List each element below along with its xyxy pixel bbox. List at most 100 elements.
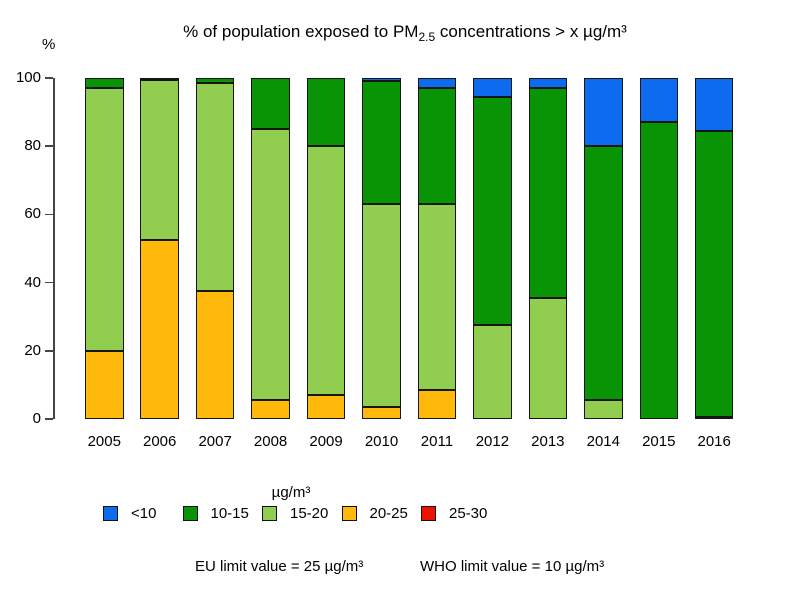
y-axis-tick-label: 80	[24, 137, 41, 155]
bar-segment-2011-15-20	[417, 204, 457, 391]
bar-segment-2006-15-20	[140, 79, 179, 240]
bar-segment-2013-<10	[528, 78, 568, 89]
stacked-bar-2010	[362, 78, 401, 419]
bar-segment-2009-15-20	[306, 146, 346, 396]
bar-segment-2015-10-15	[639, 122, 678, 419]
y-axis-line	[53, 78, 55, 419]
x-axis-label-2011: 2011	[420, 433, 454, 450]
y-axis-tick-label: 100	[15, 69, 41, 86]
x-axis-label-2012: 2012	[475, 433, 510, 450]
y-axis-tick-label: 40	[24, 273, 41, 291]
bar-segment-2013-15-20	[528, 297, 568, 419]
y-axis-tick-label: 20	[24, 341, 41, 359]
plot-area: 0 20 40 60 80 100 2005 2006 2007 2008 2009 2010 2011…	[16, 70, 755, 450]
bar-segment-2015-<10	[639, 78, 678, 123]
bar-segment-2005-20-25	[85, 350, 124, 419]
legend-label: 10-15	[210, 505, 249, 522]
stacked-bar-2012	[473, 78, 512, 419]
stacked-bar-2015	[639, 78, 678, 419]
bar-segment-2008-15-20	[251, 129, 290, 401]
chart-title-suffix: concentrations > x µg/m³	[435, 22, 627, 41]
who-limit-note: WHO limit value = 10 µg/m³	[420, 558, 605, 575]
legend-item-15-20: 15-20	[262, 505, 328, 522]
stacked-bar-2014	[584, 78, 623, 419]
x-axis-label-2006: 2006	[143, 433, 177, 450]
legend: <10 10-15 15-20 20-25 25-30	[0, 505, 800, 525]
bar-segment-2016-10-15	[694, 130, 734, 418]
bar-segment-2009-20-25	[306, 395, 346, 419]
bar-segment-2012-<10	[473, 78, 512, 97]
eu-limit-note: EU limit value = 25 µg/m³	[195, 558, 364, 575]
bar-segment-2011-<10	[417, 78, 457, 89]
bar-segment-2016-15-20	[694, 417, 734, 419]
bar-segment-2010-15-20	[362, 204, 401, 408]
x-axis-label-2009: 2009	[309, 433, 343, 450]
bar-segment-2016-<10	[694, 78, 734, 131]
stacked-bar-2009	[306, 78, 346, 419]
bar-segment-2014-10-15	[584, 146, 623, 401]
legend-swatch-icon	[421, 506, 436, 521]
legend-item-20-25: 20-25	[341, 505, 408, 522]
chart-title-subscript: 2.5	[418, 30, 436, 44]
bar-segment-2010-<10	[362, 78, 401, 82]
bar-segment-2013-10-15	[528, 88, 568, 298]
legend-swatch-icon	[103, 506, 118, 521]
stacked-bar-2008	[251, 78, 290, 419]
legend-label: 15-20	[290, 505, 329, 522]
x-axis-label-2014: 2014	[586, 433, 620, 450]
legend-label: 20-25	[369, 505, 408, 522]
bar-segment-2012-15-20	[473, 325, 512, 419]
x-axis-label-2010: 2010	[364, 433, 399, 450]
x-axis-label-2007: 2007	[198, 433, 232, 450]
bar-segment-2007-15-20	[195, 83, 235, 292]
y-axis-tick	[45, 281, 53, 284]
legend-swatch-icon	[262, 506, 277, 521]
x-axis-label-2005: 2005	[87, 433, 121, 450]
stacked-bar-2016	[694, 78, 734, 419]
bar-segment-2014-15-20	[584, 400, 623, 419]
bar-segment-2006-10-15	[140, 77, 179, 80]
legend-item-<10: <10	[103, 505, 156, 522]
x-axis-label-2013: 2013	[531, 433, 565, 450]
y-axis-tick-label: 60	[24, 205, 41, 223]
stacked-bar-2013	[528, 78, 568, 419]
legend-swatch-icon	[341, 506, 357, 521]
legend-label: <10	[131, 505, 157, 522]
stacked-bar-2011	[417, 78, 457, 419]
bar-segment-2008-10-15	[251, 78, 290, 130]
y-axis-tick-label: 0	[32, 410, 41, 427]
x-axis-label-2008: 2008	[253, 433, 288, 450]
y-axis-unit-label: %	[42, 36, 56, 53]
stacked-bar-2005	[85, 78, 124, 419]
y-axis-tick	[45, 418, 53, 420]
bar-segment-2014-<10	[584, 78, 623, 147]
bar-segment-2005-15-20	[85, 88, 124, 351]
chart-title: % of population exposed to PM2.5 concent…	[10, 22, 800, 44]
legend-item-10-15: 10-15	[182, 505, 249, 522]
legend-swatch-icon	[182, 506, 198, 521]
legend-title: µg/m³	[271, 484, 311, 501]
bar-segment-2007-20-25	[195, 291, 235, 419]
y-axis-tick	[45, 213, 53, 216]
stacked-bar-2006	[140, 77, 179, 419]
bar-segment-2007-10-15	[195, 78, 235, 84]
bar-segment-2011-20-25	[417, 390, 457, 419]
legend-item-25-30: 25-30	[421, 505, 487, 522]
x-axis-label-2016: 2016	[697, 433, 731, 450]
bar-segment-2010-10-15	[362, 81, 401, 205]
bar-segment-2005-10-15	[85, 78, 124, 89]
bar-segment-2008-20-25	[251, 400, 290, 419]
y-axis-tick	[45, 145, 53, 147]
bar-segment-2009-10-15	[306, 78, 346, 147]
legend-label: 25-30	[449, 505, 488, 522]
bar-segment-2010-20-25	[362, 407, 401, 419]
chart-title-prefix: % of population exposed to PM	[183, 22, 419, 41]
y-axis-tick	[45, 350, 53, 352]
y-axis-tick	[45, 77, 53, 79]
x-axis-label-2015: 2015	[642, 433, 676, 450]
bar-segment-2011-10-15	[417, 88, 457, 205]
bar-segment-2006-20-25	[140, 239, 179, 419]
bar-segment-2012-10-15	[473, 96, 512, 326]
stacked-bar-2007	[195, 78, 235, 419]
